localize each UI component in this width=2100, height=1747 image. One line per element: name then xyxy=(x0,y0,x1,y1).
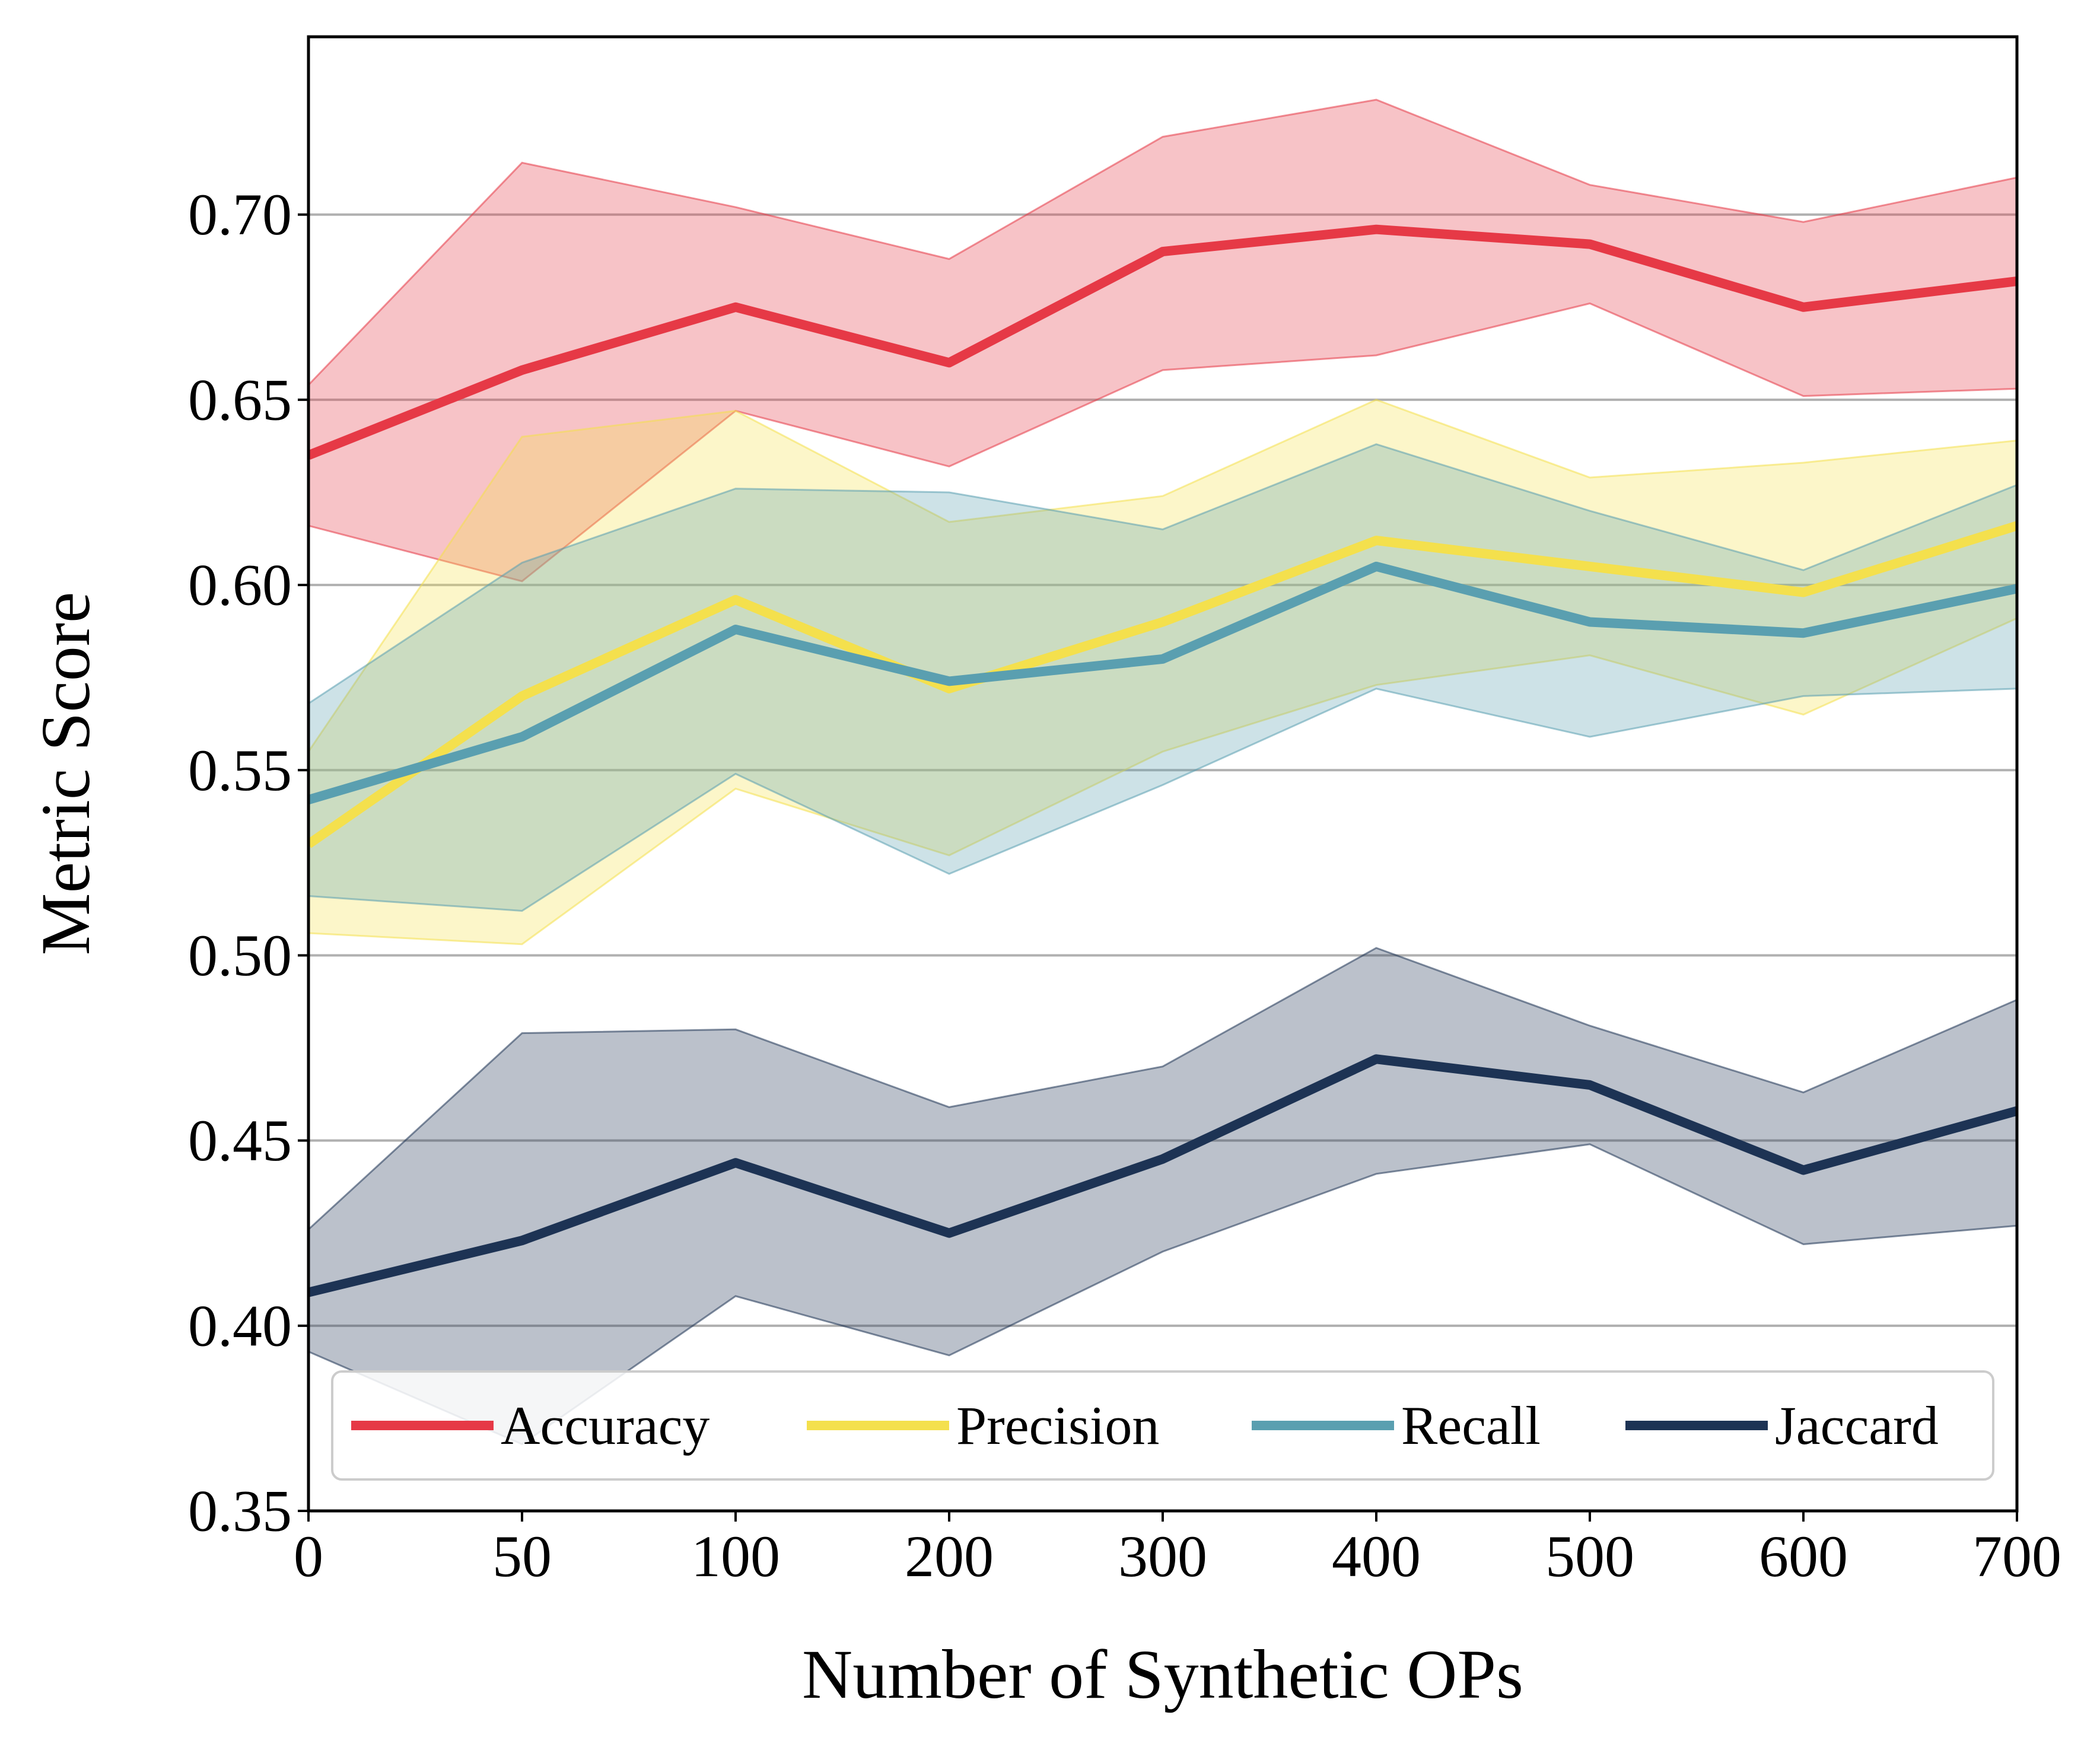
x-tick-label: 600 xyxy=(1759,1523,1848,1589)
legend-label-accuracy: Accuracy xyxy=(501,1395,709,1456)
x-tick-label: 0 xyxy=(294,1523,323,1589)
x-tick-label: 400 xyxy=(1332,1523,1421,1589)
y-tick-label: 0.50 xyxy=(188,922,292,988)
x-axis-ticks: 0 50 100 200 300 400 500 600 700 xyxy=(294,1511,2061,1589)
x-tick-label: 300 xyxy=(1118,1523,1207,1589)
y-axis-label: Metric Score xyxy=(27,592,104,956)
y-tick-label: 0.65 xyxy=(188,367,292,432)
jaccard-band xyxy=(308,947,2017,1446)
precision-line xyxy=(308,521,2017,848)
x-tick-label: 500 xyxy=(1545,1523,1634,1589)
legend-label-jaccard: Jaccard xyxy=(1775,1395,1939,1456)
legend-label-recall: Recall xyxy=(1401,1395,1541,1456)
legend-label-precision: Precision xyxy=(956,1395,1159,1456)
jaccard-line xyxy=(308,1054,2017,1297)
legend: Accuracy Precision Recall Jaccard xyxy=(331,1370,1994,1481)
series-lines xyxy=(308,224,2017,1297)
y-tick-label: 0.70 xyxy=(188,182,292,247)
x-tick-label: 700 xyxy=(1972,1523,2061,1589)
x-tick-label: 200 xyxy=(905,1523,994,1589)
y-tick-label: 0.35 xyxy=(188,1478,292,1544)
y-axis-ticks: 0.35 0.40 0.45 0.50 0.55 0.60 0.65 0.70 xyxy=(188,182,308,1544)
precision-band xyxy=(308,399,2017,946)
y-tick-label: 0.40 xyxy=(188,1293,292,1358)
recall-band xyxy=(308,443,2017,912)
x-tick-label: 100 xyxy=(691,1523,780,1589)
y-tick-label: 0.55 xyxy=(188,737,292,803)
x-axis-label: Number of Synthetic OPs xyxy=(802,1635,1523,1713)
confidence-bands xyxy=(308,98,2017,1446)
y-tick-label: 0.45 xyxy=(188,1108,292,1173)
y-tick-label: 0.60 xyxy=(188,552,292,618)
recall-line xyxy=(308,561,2017,804)
accuracy-line xyxy=(308,224,2017,460)
legend-box xyxy=(331,1370,1994,1481)
x-tick-label: 50 xyxy=(492,1523,552,1589)
